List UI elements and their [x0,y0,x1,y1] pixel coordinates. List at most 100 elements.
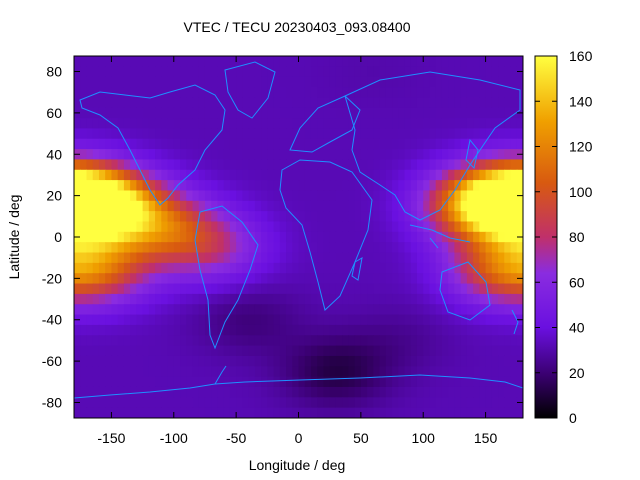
heatmap-cell [423,252,431,264]
heatmap-cell [105,262,113,274]
heatmap-cell [360,87,368,98]
heatmap-cell [254,407,262,418]
heatmap-cell [155,56,162,67]
heatmap-cell [335,118,343,129]
heatmap-cell [236,169,243,181]
heatmap-cell [173,242,181,254]
heatmap-cell [398,149,406,161]
heatmap-cell [261,345,268,357]
heatmap-cell [136,242,144,254]
heatmap-cell [498,324,505,336]
heatmap-cell [98,324,106,336]
heatmap-cell [142,262,150,274]
heatmap-cell [479,231,487,243]
heatmap-cell [435,283,443,295]
heatmap-cell [211,355,219,367]
heatmap-cell [504,376,512,388]
heatmap-cell [367,211,374,223]
heatmap-cell [460,324,468,336]
heatmap-cell [105,345,113,357]
heatmap-cell [473,345,480,357]
heatmap-cell [117,407,125,418]
colorbar-tick-label: 120 [569,139,593,155]
heatmap-cell [479,407,487,418]
heatmap-cell [398,262,406,274]
heatmap-cell [173,304,181,316]
heatmap-cell [429,87,437,98]
heatmap-cell [491,242,499,254]
heatmap-cell [441,180,449,192]
heatmap-cell [267,118,275,129]
heatmap-cell [379,159,387,171]
heatmap-cell [198,138,206,150]
heatmap-cell [491,273,499,285]
heatmap-cell [180,87,187,98]
heatmap-cell [298,324,306,336]
heatmap-cell [148,107,156,119]
heatmap-cell [360,324,368,336]
heatmap-cell [317,87,325,98]
heatmap-cell [354,180,362,192]
heatmap-cell [148,200,156,212]
heatmap-cell [410,149,418,161]
heatmap-cell [236,231,243,243]
heatmap-cell [466,56,474,67]
heatmap-cell [217,190,225,202]
heatmap-cell [398,397,406,409]
heatmap-cell [435,386,443,398]
heatmap-cell [510,242,518,254]
heatmap-cell [223,304,231,316]
heatmap-cell [161,293,169,305]
heatmap-cell [323,283,331,295]
heatmap-cell [441,252,449,264]
heatmap-cell [329,180,337,192]
heatmap-cell [167,56,175,67]
heatmap-cell [86,211,94,223]
y-tick-label: 0 [54,229,62,245]
heatmap-cell [510,190,518,202]
heatmap-cell [317,407,325,418]
heatmap-cell [142,190,150,202]
heatmap-cell [192,87,200,98]
heatmap-cell [410,97,418,109]
heatmap-cell [498,169,505,181]
heatmap-cell [80,335,88,347]
heatmap-cell [392,252,399,264]
heatmap-cell [392,221,399,233]
heatmap-cell [204,262,212,274]
heatmap-cell [441,345,449,357]
heatmap-cell [448,107,456,119]
heatmap-cell [142,366,150,378]
heatmap-cell [473,107,480,119]
heatmap-cell [254,56,262,67]
heatmap-cell [329,97,337,109]
heatmap-cell [441,76,449,88]
heatmap-cell [479,314,487,326]
heatmap-cell [204,345,212,357]
heatmap-cell [117,66,125,78]
heatmap-cell [448,149,456,161]
heatmap-cell [310,87,318,98]
heatmap-cell [498,335,505,347]
heatmap-cell [80,386,88,398]
heatmap-cell [105,107,113,119]
heatmap-cell [167,293,175,305]
heatmap-cell [510,128,518,140]
heatmap-cell [229,211,237,223]
heatmap-cell [392,407,399,418]
heatmap-cell [261,376,268,388]
heatmap-cell [261,262,268,274]
heatmap-cell [323,56,331,67]
heatmap-cell [155,76,162,88]
heatmap-cell [448,252,456,264]
heatmap-cell [317,221,325,233]
heatmap-cell [304,138,312,150]
heatmap-cell [148,231,156,243]
heatmap-cell [142,200,150,212]
heatmap-cell [223,335,231,347]
heatmap-cell [261,273,268,285]
heatmap-cell [335,252,343,264]
heatmap-cell [335,190,343,202]
heatmap-cell [74,128,81,140]
heatmap-cell [248,169,256,181]
